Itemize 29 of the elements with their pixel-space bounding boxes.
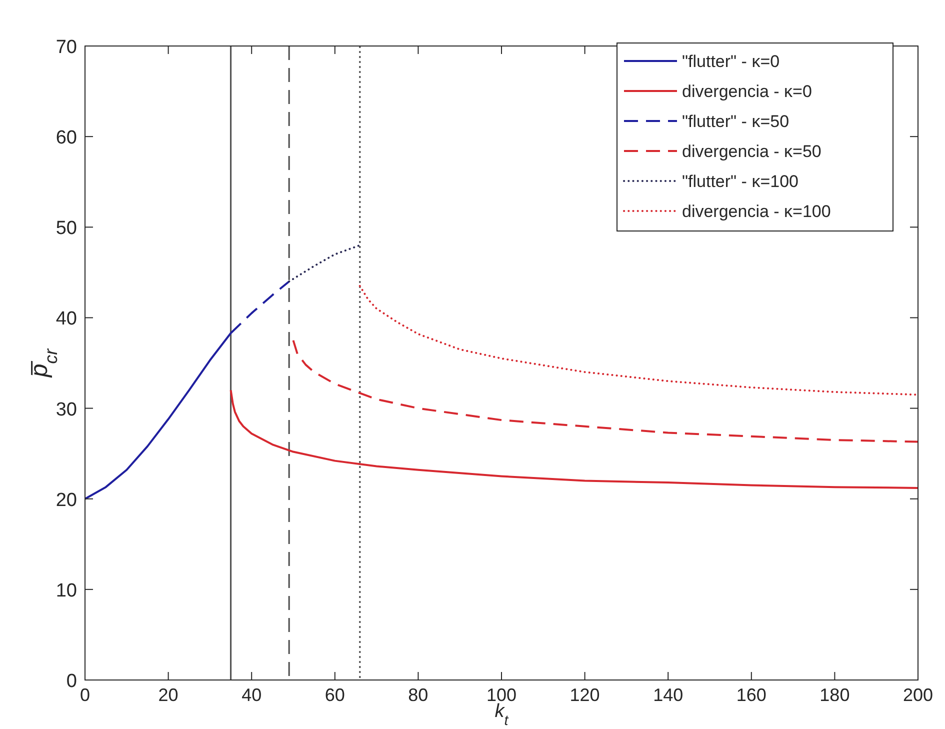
x-tick-label: 140 — [653, 685, 684, 705]
x-tick-label: 0 — [80, 685, 90, 705]
x-tick-label: 60 — [324, 685, 345, 705]
x-tick-label: 80 — [408, 685, 428, 705]
legend-label: "flutter" - κ=50 — [682, 112, 790, 131]
y-tick-label: 50 — [56, 218, 77, 240]
y-tick-label: 40 — [56, 308, 77, 330]
legend-label: "flutter" - κ=0 — [682, 52, 780, 71]
y-tick-label: 60 — [56, 128, 77, 149]
legend-label: divergencia - κ=0 — [682, 82, 812, 101]
x-tick-label: 200 — [902, 685, 934, 705]
y-tick-label: 0 — [66, 671, 77, 692]
x-tick-label: 160 — [736, 685, 766, 705]
x-tick-label: 180 — [820, 685, 850, 705]
y-tick-label: 70 — [56, 37, 77, 58]
x-tick-label: 120 — [570, 685, 600, 705]
x-tick-label: 40 — [242, 685, 262, 705]
line-series — [292, 339, 919, 443]
line-series — [230, 389, 919, 489]
line-series — [358, 285, 919, 396]
x-axis-title: k$_{t}$ — [494, 701, 510, 729]
y-tick-label: 20 — [56, 490, 77, 511]
legend-label: divergencia - κ=100 — [682, 202, 831, 221]
legend-label: "flutter" - κ=100 — [682, 172, 798, 191]
y-tick-label: 30 — [56, 399, 77, 420]
y-tick-label: 10 — [56, 580, 77, 602]
x-tick-label: 20 — [158, 685, 178, 705]
line-series — [288, 244, 361, 282]
legend-label: divergencia - κ=50 — [682, 142, 822, 161]
